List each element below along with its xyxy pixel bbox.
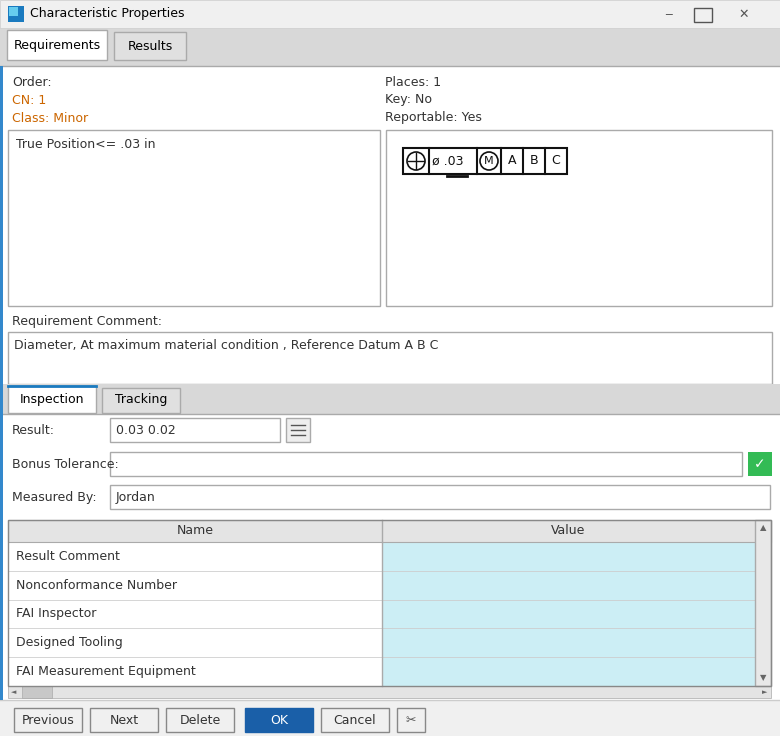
Bar [0, 384, 780, 414]
Text: Requirements: Requirements [13, 38, 101, 52]
Bar [8, 386, 96, 413]
Bar [8, 332, 772, 384]
Bar [7, 30, 107, 60]
Bar [748, 452, 772, 476]
Bar [382, 657, 755, 686]
Bar [8, 657, 382, 686]
Bar [403, 148, 567, 174]
Text: Reportable: Yes: Reportable: Yes [385, 111, 482, 124]
Text: ✕: ✕ [738, 7, 749, 21]
Text: C: C [551, 155, 560, 168]
Bar [110, 452, 742, 476]
Bar [90, 708, 158, 732]
Text: Designed Tooling: Designed Tooling [16, 637, 122, 649]
Bar [694, 8, 712, 22]
Bar [8, 130, 380, 306]
Text: Name: Name [176, 525, 214, 537]
Text: ─: ─ [665, 9, 672, 19]
Bar [8, 520, 771, 542]
Bar [386, 130, 772, 306]
Bar [382, 542, 755, 571]
Text: Places: 1: Places: 1 [385, 76, 441, 88]
Bar [8, 686, 771, 698]
Text: ▼: ▼ [760, 673, 766, 682]
Text: ø .03: ø .03 [432, 155, 463, 168]
Bar [8, 314, 772, 316]
Bar [382, 629, 755, 657]
Bar [0, 66, 3, 700]
Bar [321, 708, 389, 732]
Text: Bonus Tolerance:: Bonus Tolerance: [12, 458, 119, 470]
Bar [0, 700, 780, 736]
Text: Result:: Result: [12, 423, 55, 436]
Text: Characteristic Properties: Characteristic Properties [30, 7, 185, 21]
Text: Requirement Comment:: Requirement Comment: [12, 316, 162, 328]
Text: Class: Minor: Class: Minor [12, 111, 88, 124]
Bar [382, 571, 755, 600]
Text: Jordan: Jordan [116, 490, 156, 503]
Bar [0, 28, 780, 66]
Bar [397, 708, 425, 732]
Bar [110, 485, 770, 509]
Text: Diameter, At maximum material condition , Reference Datum A B C: Diameter, At maximum material condition … [14, 339, 438, 353]
Text: Value: Value [551, 525, 586, 537]
Bar [166, 708, 234, 732]
Bar [114, 32, 186, 60]
Text: OK: OK [270, 713, 288, 726]
Bar [245, 708, 313, 732]
Text: Tracking: Tracking [115, 394, 167, 406]
Text: Inspection: Inspection [20, 392, 84, 406]
Bar [8, 520, 771, 686]
Text: Next: Next [109, 713, 139, 726]
Bar [0, 66, 780, 700]
Text: Delete: Delete [179, 713, 221, 726]
Text: Key: No: Key: No [385, 93, 432, 107]
Bar [8, 6, 24, 22]
Bar [8, 600, 382, 629]
Text: Results: Results [127, 40, 172, 52]
Bar [382, 600, 755, 629]
Text: M: M [484, 156, 494, 166]
Bar [755, 520, 771, 686]
Text: ▲: ▲ [760, 523, 766, 533]
Text: Cancel: Cancel [334, 713, 376, 726]
Text: Result Comment: Result Comment [16, 550, 120, 563]
Text: Nonconformance Number: Nonconformance Number [16, 578, 177, 592]
Text: ✓: ✓ [754, 457, 766, 471]
Text: ◄: ◄ [12, 689, 16, 695]
Text: 0.03 0.02: 0.03 0.02 [116, 423, 176, 436]
Text: Previous: Previous [22, 713, 74, 726]
Text: ✂: ✂ [406, 713, 417, 726]
Text: Measured By:: Measured By: [12, 490, 97, 503]
Text: Order:: Order: [12, 76, 51, 88]
Bar [14, 708, 82, 732]
Text: CN: 1: CN: 1 [12, 93, 46, 107]
Bar [8, 571, 382, 600]
Bar [8, 629, 382, 657]
Bar [110, 418, 280, 442]
Bar [0, 0, 780, 28]
Bar [102, 388, 180, 413]
Bar [22, 686, 52, 698]
Bar [9, 7, 18, 16]
Text: FAI Inspector: FAI Inspector [16, 607, 97, 620]
Text: ►: ► [762, 689, 768, 695]
Text: A: A [508, 155, 516, 168]
Text: True Position<= .03 in: True Position<= .03 in [16, 138, 155, 150]
Bar [286, 418, 310, 442]
Text: FAI Measurement Equipment: FAI Measurement Equipment [16, 665, 196, 678]
Bar [8, 542, 382, 571]
Text: B: B [530, 155, 538, 168]
